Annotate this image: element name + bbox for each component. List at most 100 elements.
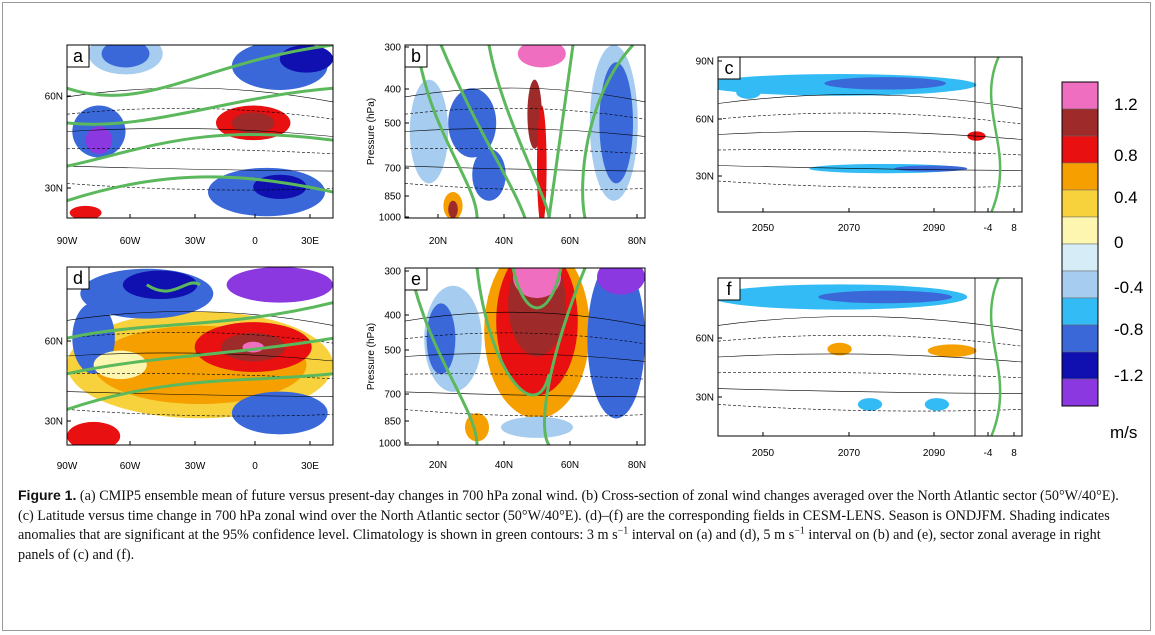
panel-border [717,277,1023,437]
contour [718,94,1022,109]
colorbar-label: 0.4 [1114,188,1138,207]
colorbar-swatch [1061,324,1099,353]
y-axis-label: Pressure (hPa) [366,98,377,165]
contour [405,87,645,103]
shading [472,148,506,201]
y-tick-label: 700 [384,390,401,401]
x-tick-label: 0 [252,236,258,247]
contour [405,183,645,191]
contour [718,334,1022,347]
y-tick-label: 850 [384,192,401,203]
shading [69,205,102,218]
x-tick-label: 20N [429,460,447,471]
y-tick-label: 300 [384,43,401,54]
climatology-contour [475,268,551,397]
contour [405,128,645,137]
contour [67,128,333,137]
x-tick-label: 2090 [923,223,946,234]
contour [67,352,333,362]
panel [67,267,333,445]
shading [501,416,573,438]
shading [448,200,458,218]
shading [508,268,566,357]
contour [405,409,645,417]
climatology-contour [145,281,201,293]
climatology-contour [67,86,333,126]
shading [231,391,328,435]
climatology-contour [487,45,551,218]
shading [253,174,307,199]
x-tick-label: 30W [185,461,206,472]
colorbar-label: -0.4 [1114,278,1143,297]
contour [67,87,333,103]
colorbar-swatch [1061,135,1099,164]
zonal-mean-curve [989,277,1002,437]
y-axis-label: Pressure (hPa) [366,323,377,390]
colorbar-border [1061,81,1099,407]
climatology-contour [67,45,333,97]
panel-label-box [717,277,741,301]
colorbar-swatch [1061,270,1099,299]
panel [718,278,1022,436]
contour [718,388,1022,394]
y-tick-label: 500 [384,346,401,357]
y-tick-label: 60N [696,115,714,126]
contour [67,183,333,191]
x-tick-label: 30W [185,236,206,247]
shading [231,112,275,134]
contour [718,149,1022,156]
y-tick-label: 400 [384,311,401,322]
shading [599,62,633,184]
contour [405,311,645,327]
panel-label: c [725,58,734,78]
shading [85,126,113,154]
y-tick-label: 500 [384,119,401,130]
contour [405,391,645,398]
x-tick-label: 2050 [752,448,775,459]
contour [67,409,333,417]
colorbar-label: -0.8 [1114,320,1143,339]
climatology-contour [67,372,333,411]
zonal-mean-curve [989,56,1002,213]
shading [101,45,150,68]
panel-border [66,266,334,446]
panel-label-box [404,267,428,291]
x-tick-label: 60N [561,460,579,471]
shading [448,88,497,158]
shading [736,86,761,99]
shading [122,270,198,300]
panel-label: d [73,268,83,288]
panel-label-box [66,266,90,290]
climatology-contour [415,45,479,218]
x-tick-label: 80N [628,460,646,471]
colorbar-label: 0 [1114,233,1123,252]
x-tick-label: 2050 [752,223,775,234]
x-tick-label: 0 [252,461,258,472]
contour [405,332,645,345]
panel-label: b [411,46,421,66]
shading [927,344,977,357]
x-tick-label: 90W [57,236,78,247]
panel [67,45,333,218]
climatology-contour [439,45,527,218]
colorbar-swatch [1061,216,1099,245]
colorbar-swatch [1061,351,1099,380]
panel-label-box [66,44,90,68]
y-tick-label: 30N [696,172,714,183]
x-tick-label: 80N [628,236,646,247]
contour [67,391,333,397]
climatology-contour [408,268,479,445]
shading [426,303,456,375]
panel-label-box [717,56,741,80]
x-tick-label: 30E [301,236,319,247]
y-tick-label: 90N [696,57,714,68]
contour [718,404,1022,412]
contour [405,148,645,155]
x-tick-label: 30E [301,461,319,472]
x-tick-label: 60W [120,236,141,247]
shading [824,77,946,90]
colorbar-swatch [1061,162,1099,191]
contour [718,316,1022,331]
shading [226,267,333,303]
